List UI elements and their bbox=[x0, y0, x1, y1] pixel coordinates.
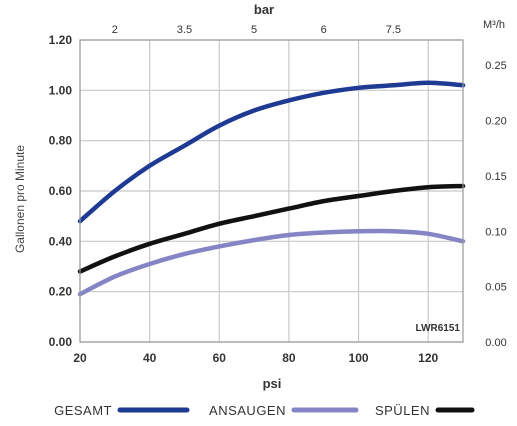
y-right-tick-label: 0.20 bbox=[485, 116, 506, 128]
legend-label-gesamt: GESAMT bbox=[54, 403, 112, 418]
y-left-tick-label: 0.40 bbox=[49, 234, 73, 248]
y-left-tick-label: 0.60 bbox=[49, 184, 73, 198]
x-bottom-tick-label: 40 bbox=[143, 351, 157, 365]
series-lines bbox=[77, 80, 466, 297]
y-right-tick-label: 0.10 bbox=[485, 226, 506, 238]
y-right-tick-label: 0.05 bbox=[485, 282, 506, 294]
x-bottom-tick-label: 100 bbox=[349, 351, 369, 365]
plot-frame bbox=[79, 39, 464, 343]
y-left-tick-label: 0.20 bbox=[49, 285, 73, 299]
y-left-tick-label: 0.80 bbox=[49, 134, 73, 148]
x-bottom-tick-label: 20 bbox=[73, 351, 87, 365]
y-left-tick-label: 1.00 bbox=[49, 83, 73, 97]
x-top-tick-label: 2 bbox=[112, 24, 118, 36]
y-right-tick-label: 0.15 bbox=[485, 171, 506, 183]
x-top-tick-label: 5 bbox=[251, 24, 257, 36]
x-top-tick-label: 6 bbox=[321, 24, 327, 36]
series-line-splen bbox=[77, 183, 466, 274]
y-left-axis-title: Gallonen pro Minute bbox=[13, 145, 27, 253]
plot-border bbox=[79, 39, 464, 343]
y-right-axis-title: M³/h bbox=[483, 19, 505, 31]
model-annotation: LWR6151 bbox=[416, 323, 461, 334]
legend-label-ansaugen: ANSAUGEN bbox=[209, 403, 286, 418]
x-bottom-tick-label: 80 bbox=[282, 351, 296, 365]
x-top-axis-title: bar bbox=[254, 2, 274, 17]
x-top-tick-label: 3.5 bbox=[177, 24, 192, 36]
x-bottom-tick-label: 60 bbox=[213, 351, 227, 365]
legend: GESAMT ANSAUGEN SPÜLEN bbox=[54, 403, 475, 418]
x-bottom-tick-label: 120 bbox=[418, 351, 438, 365]
y-left-tick-label: 1.20 bbox=[49, 33, 73, 47]
y-right-tick-label: 0.25 bbox=[485, 60, 506, 72]
series-line-ansaugen bbox=[77, 228, 466, 297]
y-left-tick-label: 0.00 bbox=[49, 335, 73, 349]
tick-labels: 20 40 60 80 100 120 2 3.5 5 6 7.5 0.00 0.20 0.40 0.60 0… bbox=[49, 24, 507, 365]
legend-label-splen: SPÜLEN bbox=[375, 403, 430, 418]
y-right-tick-label: 0.00 bbox=[485, 337, 506, 349]
series-line-gesamt bbox=[77, 80, 466, 224]
x-bottom-axis-title: psi bbox=[263, 376, 282, 391]
x-top-tick-label: 7.5 bbox=[386, 24, 401, 36]
